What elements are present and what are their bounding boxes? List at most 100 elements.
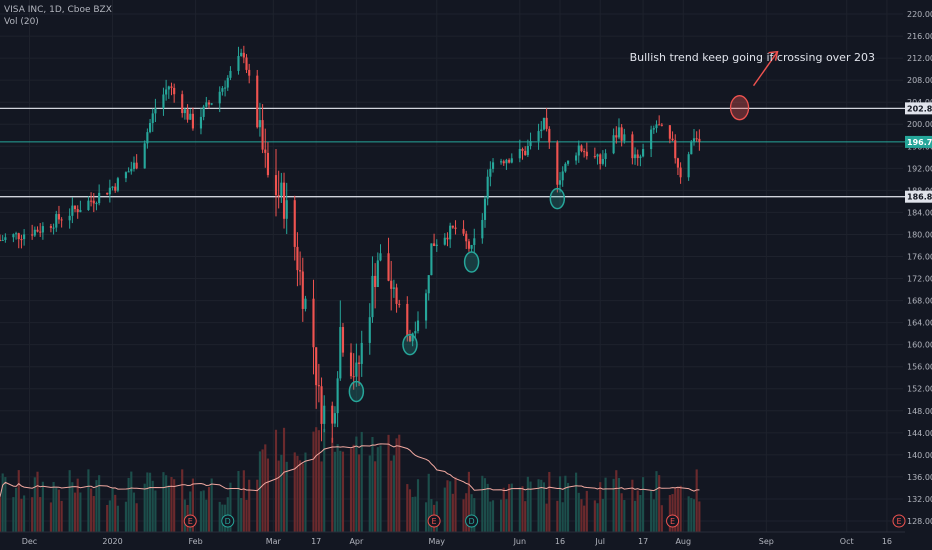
volume-bar	[49, 502, 52, 532]
volume-legend[interactable]: Vol (20)	[4, 17, 39, 27]
volume-bar	[76, 478, 79, 532]
candle-body	[486, 176, 489, 199]
candle-body	[633, 154, 637, 159]
volume-bar	[280, 454, 283, 532]
candle-body	[561, 171, 564, 181]
volume-bar	[114, 494, 117, 532]
candle-body	[392, 287, 395, 289]
volume-bar	[31, 497, 34, 532]
volume-bar	[173, 479, 176, 532]
volume-bar	[317, 430, 320, 532]
candle-body	[173, 87, 176, 95]
volume-bar	[650, 490, 653, 532]
candle-body	[277, 195, 280, 197]
volume-bar	[181, 469, 184, 532]
volume-bar	[655, 471, 658, 532]
volume-bar	[320, 461, 323, 532]
candle-body	[124, 172, 128, 179]
volume-bar	[692, 499, 696, 532]
candle-body	[352, 376, 355, 378]
candle-body	[427, 275, 430, 294]
candle-body	[68, 215, 71, 221]
volume-bar	[671, 494, 674, 532]
volume-bar	[674, 487, 677, 532]
volume-bar	[0, 496, 2, 532]
y-tick-label: 152.00	[907, 385, 932, 394]
volume-bar	[510, 483, 513, 532]
volume-bar	[285, 461, 288, 532]
candle-body	[304, 298, 307, 309]
candle-body	[518, 148, 521, 159]
volume-bar	[451, 493, 454, 532]
volume-bar	[443, 487, 446, 532]
candle-body	[537, 131, 540, 142]
symbol-legend[interactable]: VISA INC, 1D, Cboe BZX	[4, 5, 112, 15]
arrow-head-icon	[768, 50, 779, 61]
candle-body	[205, 102, 208, 107]
volume-bar	[612, 478, 615, 532]
level-price-label: 186.85	[907, 193, 932, 202]
volume-bar	[604, 477, 607, 532]
candle-body	[17, 233, 20, 240]
y-tick-label: 140.00	[907, 451, 932, 460]
volume-bar	[151, 480, 154, 532]
candle-body	[462, 228, 465, 234]
volume-bar	[408, 489, 412, 532]
candle-body	[593, 156, 596, 158]
y-tick-label: 128.00	[907, 517, 932, 526]
x-tick-label: May	[428, 537, 445, 546]
candle-body	[433, 243, 436, 246]
volume-bar	[237, 470, 240, 532]
y-tick-label: 156.00	[907, 363, 932, 372]
candle-body	[282, 182, 286, 219]
candle-body	[454, 227, 457, 229]
volume-bar	[556, 500, 559, 532]
volume-bar	[374, 461, 377, 532]
volume-bar	[106, 504, 109, 532]
candle-body	[317, 385, 320, 387]
candle-body	[132, 162, 136, 169]
y-tick-label: 160.00	[907, 341, 932, 350]
y-tick-label: 136.00	[907, 473, 932, 482]
volume-bar	[462, 499, 465, 532]
volume-bar	[130, 471, 133, 532]
volume-bar	[36, 471, 39, 532]
candle-body	[390, 280, 393, 289]
candles	[0, 45, 701, 443]
volume-bar	[652, 499, 655, 532]
volume-bar	[132, 492, 136, 532]
candle-body	[508, 159, 511, 163]
volume-bar	[524, 501, 527, 532]
candle-body	[73, 205, 77, 210]
volume-bar	[371, 436, 374, 532]
level-price-label-bg	[905, 190, 932, 203]
candle-body	[23, 234, 26, 240]
candle-body	[376, 260, 379, 288]
candle-body	[4, 237, 7, 240]
volume-bar	[167, 485, 170, 532]
volume-bar	[470, 494, 473, 532]
candle-body	[435, 244, 438, 246]
volume-bar	[17, 470, 20, 532]
candle-body	[151, 113, 154, 124]
y-tick-label: 180.00	[907, 230, 932, 239]
candle-body	[658, 124, 661, 126]
candle-body	[566, 160, 570, 164]
volume-bar	[205, 499, 208, 532]
candle-body	[237, 56, 240, 71]
volume-bar	[41, 481, 44, 532]
volume-bar	[540, 479, 543, 532]
volume-bar	[360, 431, 363, 532]
candle-body	[481, 219, 484, 239]
volume-bar	[698, 501, 701, 532]
event-label: E	[432, 517, 437, 526]
volume-bar	[274, 429, 278, 532]
volume-bar	[261, 449, 264, 532]
candle-body	[398, 303, 401, 305]
volume-bar	[585, 490, 588, 532]
candle-body	[191, 113, 194, 129]
volume-bar	[467, 471, 470, 532]
candle-body	[357, 362, 361, 364]
